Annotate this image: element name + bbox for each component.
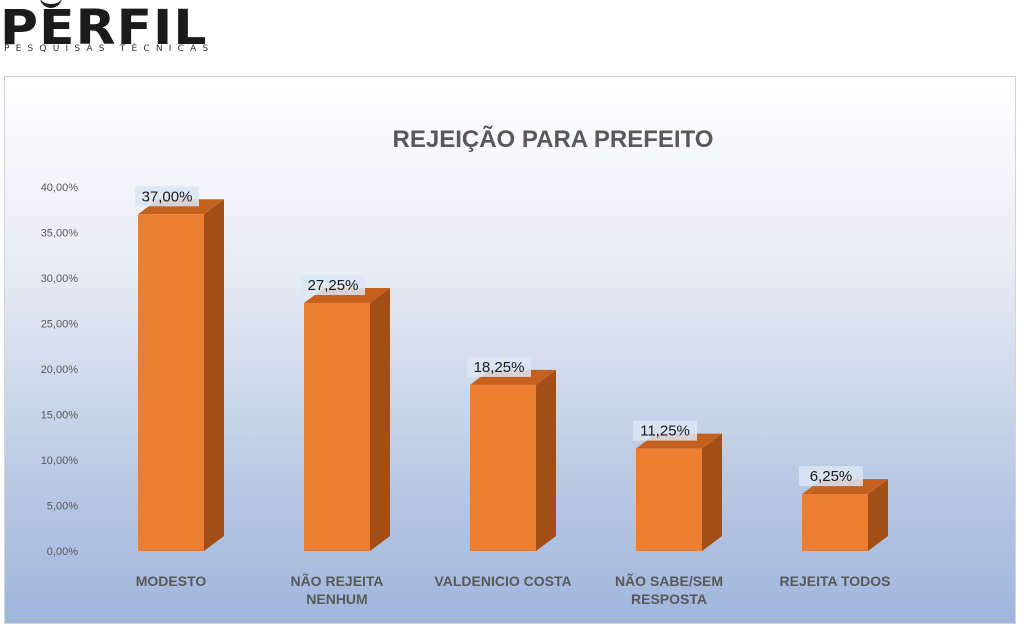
- x-category-label: VALDENICIO COSTA: [434, 573, 571, 589]
- logo-arc-icon: [40, 0, 62, 8]
- x-category-label: MODESTO: [136, 573, 207, 589]
- y-tick-label: 5,00%: [47, 501, 78, 513]
- logo-brand-text: PERFIL: [0, 0, 208, 56]
- bar: [138, 214, 204, 552]
- y-tick-label: 15,00%: [41, 410, 79, 422]
- x-category-label: REJEITA TODOS: [780, 573, 891, 589]
- chart-area: REJEIÇÃO PARA PREFEITO 0,00% 5,00% 10,00% 15…: [4, 76, 1016, 624]
- rejection-bar-chart: REJEIÇÃO PARA PREFEITO 0,00% 5,00% 10,00% 15…: [41, 125, 891, 607]
- y-tick-label: 10,00%: [41, 455, 79, 467]
- y-tick-label: 35,00%: [41, 228, 79, 240]
- x-category-label: NÃO REJEITA: [290, 572, 383, 589]
- bar: [304, 303, 370, 551]
- logo-tagline: PESQUISAS TÉCNICAS: [4, 44, 215, 54]
- bar: [802, 494, 868, 551]
- data-label: 37,00%: [142, 188, 193, 205]
- bar-side: [370, 288, 390, 551]
- bar: [636, 448, 702, 551]
- y-tick-label: 20,00%: [41, 364, 79, 376]
- perfil-logo: PERFIL PESQUISAS TÉCNICAS: [0, 0, 230, 62]
- x-category-label: RESPOSTA: [631, 591, 707, 607]
- bar-side: [204, 199, 224, 552]
- bar-side: [702, 433, 722, 551]
- data-label-box: [135, 186, 199, 207]
- x-category-label: NENHUM: [306, 591, 367, 607]
- data-label: 18,25%: [474, 359, 525, 376]
- data-label: 27,25%: [308, 277, 359, 294]
- y-tick-label: 25,00%: [41, 319, 79, 331]
- x-category-label: NÃO SABE/SEM: [615, 572, 723, 589]
- data-label: 6,25%: [810, 468, 853, 485]
- chart-title: REJEIÇÃO PARA PREFEITO: [393, 125, 714, 153]
- y-tick-label: 30,00%: [41, 273, 79, 285]
- data-label-box: [467, 356, 531, 377]
- data-label-box: [633, 420, 697, 441]
- bar: [470, 384, 536, 551]
- data-label-box: [301, 275, 365, 296]
- y-tick-label: 0,00%: [47, 546, 78, 558]
- data-label: 11,25%: [640, 423, 690, 440]
- data-label-box: [799, 466, 863, 487]
- bar-side: [868, 479, 888, 551]
- bar-side: [536, 369, 556, 551]
- y-tick-label: 40,00%: [41, 182, 79, 194]
